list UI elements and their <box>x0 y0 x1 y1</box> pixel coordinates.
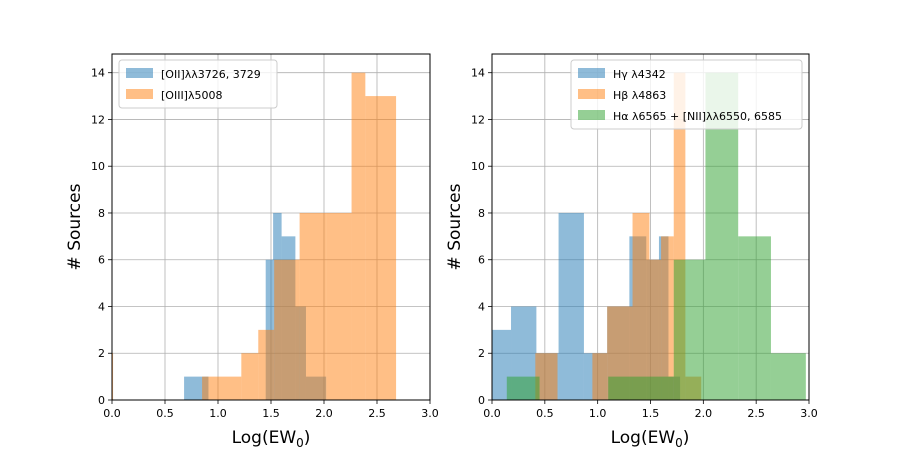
left-y-tick-label: 0 <box>98 394 105 407</box>
right-x-ticks: 0.0 0.5 1.0 1.5 2.0 2.5 3.0 <box>483 400 818 420</box>
left-bar-series-2 <box>112 353 114 400</box>
right-y-tick-label: 2 <box>478 347 485 360</box>
left-y-tick-label: 8 <box>98 207 105 220</box>
left-y-tick-label: 2 <box>98 347 105 360</box>
left-y-tick-label: 10 <box>91 160 105 173</box>
left-legend-label: [OII]λλ3726, 3729 <box>161 68 261 81</box>
right-y-tick-label: 8 <box>478 207 485 220</box>
left-bar-series-2 <box>241 353 259 400</box>
right-x-tick-label: 2.0 <box>695 407 713 420</box>
right-bar-series-2 <box>649 259 662 400</box>
right-x-tick-label: 0.5 <box>536 407 554 420</box>
right-legend-box <box>570 59 803 130</box>
left-bar-series-2 <box>299 212 327 400</box>
right-histogram-panel: 0.0 0.5 1.0 1.5 2.0 2.5 3.0 0 2 4 6 8 10 12 14 Log(EW… <box>445 53 818 450</box>
right-bar-series-3 <box>673 259 706 400</box>
left-legend-label: [OIII]λ5008 <box>161 89 222 102</box>
right-bar-series-2 <box>535 353 558 400</box>
left-histogram-panel: 0.0 0.5 1.0 1.5 2.0 2.5 3.0 0 2 4 6 8 10 12 14 Log(EW… <box>65 53 439 450</box>
right-legend: Hγ λ4342 Hβ λ4863 Hα λ6565 + [NII]λλ6550, … <box>570 59 803 130</box>
left-x-tick-label: 2.5 <box>368 407 386 420</box>
right-legend-swatch <box>578 89 605 99</box>
right-bar-series-2 <box>661 236 674 400</box>
right-bar-series-3 <box>506 376 540 400</box>
left-y-tick-label: 6 <box>98 254 105 267</box>
left-bar-series-2 <box>202 376 242 400</box>
left-x-tick-label: 1.0 <box>209 407 227 420</box>
right-y-tick-label: 10 <box>471 160 485 173</box>
right-bar-series-1 <box>558 212 584 400</box>
left-y-tick-label: 12 <box>91 113 105 126</box>
right-x-tick-label: 3.0 <box>800 407 818 420</box>
left-x-tick-label: 1.5 <box>262 407 280 420</box>
left-x-tick-label: 3.0 <box>421 407 439 420</box>
right-bar-series-1 <box>492 329 512 400</box>
left-x-tick-label: 2.0 <box>315 407 333 420</box>
left-bar-series-2 <box>258 329 275 400</box>
right-bar-series-2 <box>632 212 650 400</box>
left-y-axis-label: # Sources <box>65 183 85 270</box>
left-legend-swatch <box>126 89 153 99</box>
left-legend-swatch <box>126 68 153 78</box>
right-legend-label: Hα λ6565 + [NII]λλ6550, 6585 <box>613 110 782 123</box>
right-legend-swatch <box>578 110 605 120</box>
right-bar-series-3 <box>738 236 771 400</box>
left-bar-series-2 <box>274 259 300 400</box>
left-x-axis-label: Log(EW0) <box>232 428 311 450</box>
left-x-tick-label: 0.0 <box>103 407 121 420</box>
right-y-tick-label: 4 <box>478 300 485 313</box>
left-x-ticks: 0.0 0.5 1.0 1.5 2.0 2.5 3.0 <box>103 400 439 420</box>
left-legend-box <box>118 59 278 109</box>
right-bar-series-2 <box>673 72 686 401</box>
right-x-tick-label: 2.5 <box>747 407 765 420</box>
left-y-tick-label: 4 <box>98 300 105 313</box>
left-legend: [OII]λλ3726, 3729 [OIII]λ5008 <box>118 59 278 109</box>
left-bar-series-2 <box>351 72 366 401</box>
left-y-tick-label: 14 <box>91 67 105 80</box>
right-legend-swatch <box>578 68 605 78</box>
right-y-axis-label: # Sources <box>445 183 465 270</box>
right-legend-label: Hγ λ4342 <box>613 68 666 81</box>
right-y-tick-label: 12 <box>471 113 485 126</box>
right-x-tick-label: 1.5 <box>642 407 660 420</box>
right-bar-series-3 <box>608 376 674 400</box>
right-y-ticks: 0 2 4 6 8 10 12 14 <box>471 67 492 407</box>
right-legend-label: Hβ λ4863 <box>613 89 666 102</box>
right-y-tick-label: 6 <box>478 254 485 267</box>
left-y-ticks: 0 2 4 6 8 10 12 14 <box>91 67 112 407</box>
right-y-tick-label: 0 <box>478 394 485 407</box>
right-x-tick-label: 1.0 <box>589 407 607 420</box>
right-bar-series-3 <box>770 353 806 400</box>
right-bar-series-2 <box>592 353 608 400</box>
left-bars <box>112 72 397 401</box>
left-bar-series-2 <box>326 212 352 400</box>
right-x-tick-label: 0.0 <box>483 407 501 420</box>
left-x-tick-label: 0.5 <box>156 407 174 420</box>
left-bar-series-2 <box>365 96 397 400</box>
right-x-axis-label: Log(EW0) <box>611 428 690 450</box>
right-y-tick-label: 14 <box>471 67 485 80</box>
